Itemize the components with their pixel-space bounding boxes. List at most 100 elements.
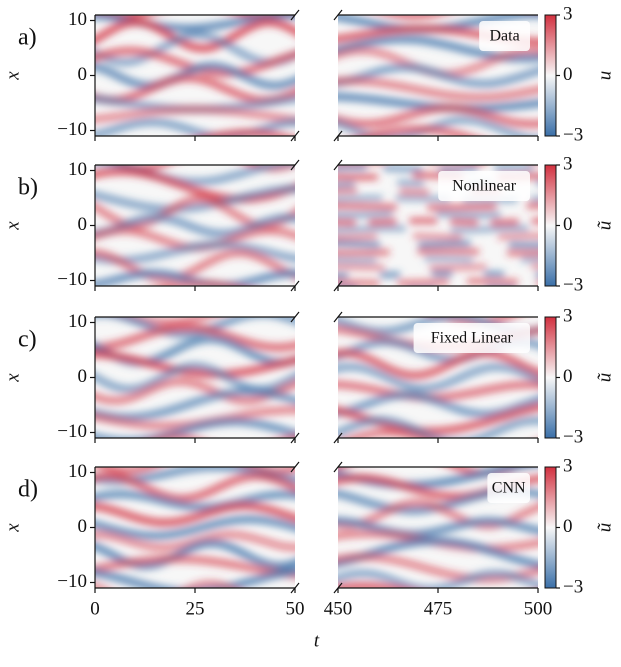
heatmap-band [338, 63, 538, 88]
axis-break [333, 9, 343, 21]
heatmap-band [338, 165, 538, 173]
heatmap-band [338, 380, 538, 402]
colorbar-label: ũ [594, 220, 615, 230]
heatmap-blur [95, 467, 295, 588]
heatmap-band [338, 363, 538, 393]
colorbar-tick-label: −3 [563, 576, 583, 597]
heatmap-band [338, 416, 538, 438]
heatmap-band [95, 362, 295, 393]
heatmap-band [338, 569, 538, 588]
panel-label: b) [18, 175, 38, 201]
annotation: Nonlinear [452, 178, 517, 195]
heatmap-texture [338, 165, 538, 286]
heatmap-band [338, 391, 538, 418]
y-axis-label: x [2, 71, 23, 81]
annotation-box [413, 323, 530, 353]
heatmap-band [95, 580, 238, 588]
y-tick-label: 0 [78, 366, 88, 387]
y-tick-label: 0 [78, 64, 88, 85]
colorbar-label: ũ [594, 522, 615, 532]
colorbar-tick-label: 3 [563, 305, 573, 326]
annotation: CNN [492, 480, 526, 497]
x-tick-label: 50 [286, 598, 305, 619]
annotation: Data [489, 28, 519, 45]
heatmap-band [338, 240, 538, 249]
heatmap-band [338, 255, 538, 264]
heatmap-band [338, 104, 538, 128]
heatmap-band [345, 428, 430, 438]
colorbar-tick-label: 3 [563, 153, 573, 174]
colorbar-tick-label: 0 [563, 516, 573, 537]
heatmap-band [338, 233, 538, 241]
heatmap-texture [95, 165, 295, 286]
heatmap-band [95, 555, 295, 579]
heatmap-band [338, 225, 538, 233]
heatmap-texture [338, 317, 538, 438]
y-tick-label: −10 [57, 421, 87, 442]
heatmap-band [95, 323, 295, 352]
y-tick-label: −10 [57, 571, 87, 592]
heatmap-band [95, 539, 295, 570]
panel-label: a) [18, 25, 37, 51]
heatmap-band [338, 116, 538, 136]
heatmap-band [338, 517, 538, 538]
y-tick-label: 10 [68, 9, 87, 30]
colorbar-tick-label: −3 [563, 274, 583, 295]
y-tick-label: 10 [68, 159, 87, 180]
y-axis-label: x [2, 221, 23, 231]
axis-break [290, 159, 300, 171]
heatmap-band [95, 18, 295, 53]
colorbar [544, 164, 557, 287]
heatmap-texture [338, 15, 538, 136]
heatmap-band [95, 118, 295, 136]
colorbar-tick-label: 0 [563, 366, 573, 387]
heatmap-band [338, 582, 408, 588]
heatmap-band [95, 515, 295, 540]
axis-break [290, 311, 300, 323]
heatmap-band [338, 271, 538, 279]
heatmap-blur [338, 165, 538, 286]
heatmap-band [95, 248, 295, 283]
colorbar-label: u [594, 71, 615, 81]
colorbar [544, 466, 557, 589]
annotation: Fixed Linear [431, 330, 514, 347]
heatmap-texture [95, 15, 295, 136]
heatmap-band [95, 105, 295, 124]
heatmap-band [106, 15, 283, 19]
heatmap-band [95, 167, 295, 204]
colorbar-tick-label: 3 [563, 3, 573, 24]
y-tick-label: 0 [78, 214, 88, 235]
heatmap-band [338, 248, 538, 256]
heatmap-band [201, 129, 294, 136]
axis-break [290, 9, 300, 21]
heatmap-band [95, 502, 295, 527]
heatmap-texture [95, 467, 295, 588]
x-tick-label: 0 [90, 598, 100, 619]
y-tick-label: −10 [57, 119, 87, 140]
colorbar-tick-label: −3 [563, 426, 583, 447]
heatmap-band [95, 350, 295, 378]
heatmap-band [95, 213, 295, 238]
axis-break [290, 461, 300, 473]
annotation-box [487, 473, 530, 503]
x-tick-label: 450 [324, 598, 353, 619]
heatmap-band [95, 467, 295, 475]
heatmap-band [338, 218, 538, 226]
heatmap-band [160, 280, 243, 286]
colorbar-tick-label: 0 [563, 64, 573, 85]
panel-label: c) [18, 327, 37, 353]
x-axis-label: t [314, 630, 320, 651]
y-tick-label: 10 [68, 311, 87, 332]
heatmap-band [338, 349, 538, 380]
axis-break [333, 461, 343, 473]
heatmap-blur [95, 15, 295, 136]
heatmap-band [95, 472, 295, 503]
heatmap-blur [338, 15, 538, 136]
y-axis-label: x [2, 523, 23, 533]
annotation-box [479, 21, 530, 51]
heatmap-band [338, 203, 538, 211]
colorbar [544, 14, 557, 137]
heatmap-band [338, 403, 538, 435]
annotation-box [438, 171, 530, 201]
